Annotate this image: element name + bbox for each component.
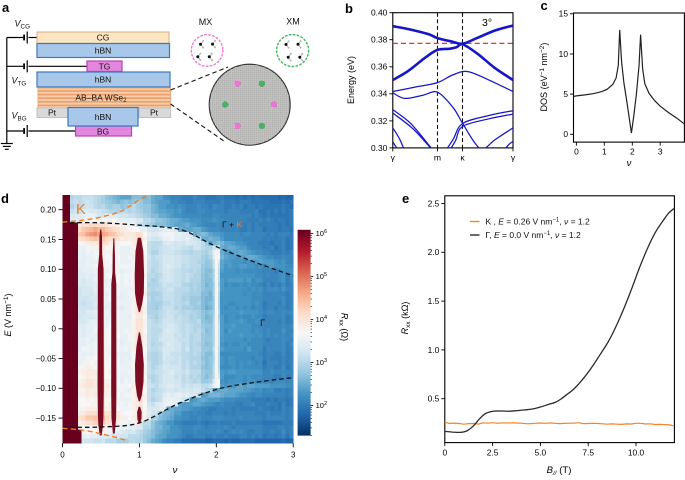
svg-text:2.5: 2.5 bbox=[428, 198, 440, 208]
svg-text:a: a bbox=[2, 0, 10, 15]
svg-text:XM: XM bbox=[286, 17, 300, 27]
svg-text:5.0: 5.0 bbox=[535, 448, 547, 458]
svg-text:0.05: 0.05 bbox=[40, 295, 56, 304]
svg-text:0.38: 0.38 bbox=[371, 35, 388, 45]
svg-text:2.5: 2.5 bbox=[487, 448, 499, 458]
svg-text:0.32: 0.32 bbox=[371, 116, 388, 126]
svg-text:VCG: VCG bbox=[15, 19, 31, 31]
svg-text:K: K bbox=[76, 202, 86, 218]
svg-text:106: 106 bbox=[316, 229, 327, 238]
svg-text:Γ: Γ bbox=[260, 318, 265, 329]
svg-text:0.34: 0.34 bbox=[371, 89, 388, 99]
svg-text:7.5: 7.5 bbox=[582, 448, 594, 458]
svg-text:2: 2 bbox=[630, 147, 635, 157]
svg-text:ν: ν bbox=[173, 465, 178, 476]
svg-text:Pt: Pt bbox=[150, 108, 159, 118]
svg-text:0.30: 0.30 bbox=[371, 143, 388, 153]
svg-text:−0.15: −0.15 bbox=[36, 414, 57, 423]
svg-text:3°: 3° bbox=[482, 17, 492, 29]
svg-text:Γ, E = 0.0 V nm−1, ν = 1.2: Γ, E = 0.0 V nm−1, ν = 1.2 bbox=[486, 230, 581, 240]
svg-text:0.5: 0.5 bbox=[428, 394, 440, 404]
svg-text:DOS (eV−1 nm−2): DOS (eV−1 nm−2) bbox=[539, 43, 549, 112]
svg-text:AB–BA WSe2: AB–BA WSe2 bbox=[75, 93, 127, 105]
svg-text:Energy (eV): Energy (eV) bbox=[346, 56, 356, 104]
svg-text:Pt: Pt bbox=[48, 108, 57, 118]
svg-text:BG: BG bbox=[97, 126, 109, 136]
svg-text:e: e bbox=[402, 191, 409, 206]
svg-text:102: 102 bbox=[316, 401, 327, 410]
svg-text:B// (T): B// (T) bbox=[547, 465, 572, 477]
svg-text:15: 15 bbox=[559, 9, 569, 19]
svg-text:3: 3 bbox=[291, 450, 296, 459]
svg-text:Rxx (kΩ): Rxx (kΩ) bbox=[400, 302, 412, 335]
svg-text:0.10: 0.10 bbox=[40, 265, 56, 274]
svg-text:2: 2 bbox=[214, 450, 219, 459]
svg-text:γ: γ bbox=[511, 152, 516, 162]
svg-text:hBN: hBN bbox=[95, 112, 112, 122]
svg-text:hBN: hBN bbox=[95, 46, 112, 56]
svg-text:10.0: 10.0 bbox=[628, 448, 645, 458]
svg-text:m: m bbox=[434, 152, 441, 162]
svg-text:b: b bbox=[345, 1, 353, 16]
svg-text:0: 0 bbox=[442, 448, 447, 458]
svg-text:0.36: 0.36 bbox=[371, 62, 388, 72]
svg-text:3: 3 bbox=[658, 147, 663, 157]
svg-text:0: 0 bbox=[563, 129, 568, 139]
svg-text:VTG: VTG bbox=[12, 76, 27, 88]
svg-text:0.20: 0.20 bbox=[40, 206, 56, 215]
svg-text:1.0: 1.0 bbox=[428, 345, 440, 355]
svg-text:10: 10 bbox=[559, 49, 569, 59]
svg-text:−0.10: −0.10 bbox=[36, 384, 57, 393]
svg-text:κ: κ bbox=[460, 152, 465, 162]
svg-text:0.15: 0.15 bbox=[40, 235, 56, 244]
svg-text:Γ + K: Γ + K bbox=[222, 220, 242, 230]
svg-text:1.5: 1.5 bbox=[428, 296, 440, 306]
svg-text:2.0: 2.0 bbox=[428, 247, 440, 257]
svg-text:0: 0 bbox=[52, 325, 57, 334]
svg-text:0: 0 bbox=[574, 147, 579, 157]
svg-text:MX: MX bbox=[199, 17, 213, 27]
svg-text:d: d bbox=[1, 191, 9, 206]
svg-text:Rxx (Ω): Rxx (Ω) bbox=[338, 313, 350, 341]
svg-text:hBN: hBN bbox=[95, 75, 112, 85]
svg-text:0.40: 0.40 bbox=[371, 8, 388, 18]
svg-text:γ: γ bbox=[391, 152, 396, 162]
svg-text:TG: TG bbox=[99, 61, 111, 71]
svg-text:103: 103 bbox=[316, 358, 327, 367]
svg-text:1: 1 bbox=[137, 450, 142, 459]
svg-text:105: 105 bbox=[316, 272, 327, 281]
svg-text:K , E = 0.26 V nm−1, ν = 1.2: K , E = 0.26 V nm−1, ν = 1.2 bbox=[486, 217, 590, 227]
svg-text:VBG: VBG bbox=[12, 111, 27, 123]
svg-text:−0.05: −0.05 bbox=[36, 354, 57, 363]
svg-text:104: 104 bbox=[316, 315, 327, 324]
svg-text:0: 0 bbox=[60, 450, 65, 459]
svg-text:1: 1 bbox=[602, 147, 607, 157]
svg-text:5: 5 bbox=[563, 89, 568, 99]
svg-text:E (V nm−1): E (V nm−1) bbox=[3, 294, 13, 337]
svg-text:ν: ν bbox=[627, 158, 632, 169]
svg-text:CG: CG bbox=[97, 33, 110, 43]
svg-text:c: c bbox=[541, 0, 548, 13]
